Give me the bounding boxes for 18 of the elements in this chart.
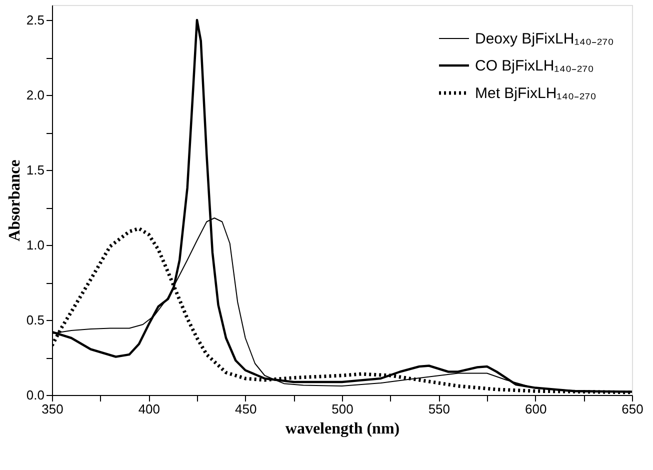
y-tick-label: 0.5 bbox=[26, 312, 44, 328]
x-tick-label: 450 bbox=[234, 402, 257, 416]
legend-label: CO BjFixLH₁₄₀₋₂₇₀ bbox=[475, 58, 594, 74]
y-axis-title: Absorbance bbox=[6, 160, 24, 242]
y-tick-label: 1.0 bbox=[26, 238, 44, 252]
y-tick-label: 0.0 bbox=[26, 388, 44, 402]
x-tick-label: 400 bbox=[138, 402, 160, 416]
x-tick-label: 350 bbox=[42, 402, 64, 416]
x-axis-title: wavelength (nm) bbox=[285, 420, 400, 438]
legend-label: Met BjFixLH₁₄₀₋₂₇₀ bbox=[475, 85, 596, 102]
y-tick-label: 1.5 bbox=[26, 162, 44, 178]
x-tick-label: 500 bbox=[332, 402, 354, 416]
y-tick-label: 2.5 bbox=[26, 12, 44, 28]
x-tick-label: 650 bbox=[622, 402, 644, 416]
legend-label: Deoxy BjFixLH₁₄₀₋₂₇₀ bbox=[475, 30, 614, 48]
y-tick-label: 2.0 bbox=[26, 88, 44, 102]
x-tick-label: 600 bbox=[524, 402, 547, 416]
x-tick-label: 550 bbox=[428, 402, 450, 416]
